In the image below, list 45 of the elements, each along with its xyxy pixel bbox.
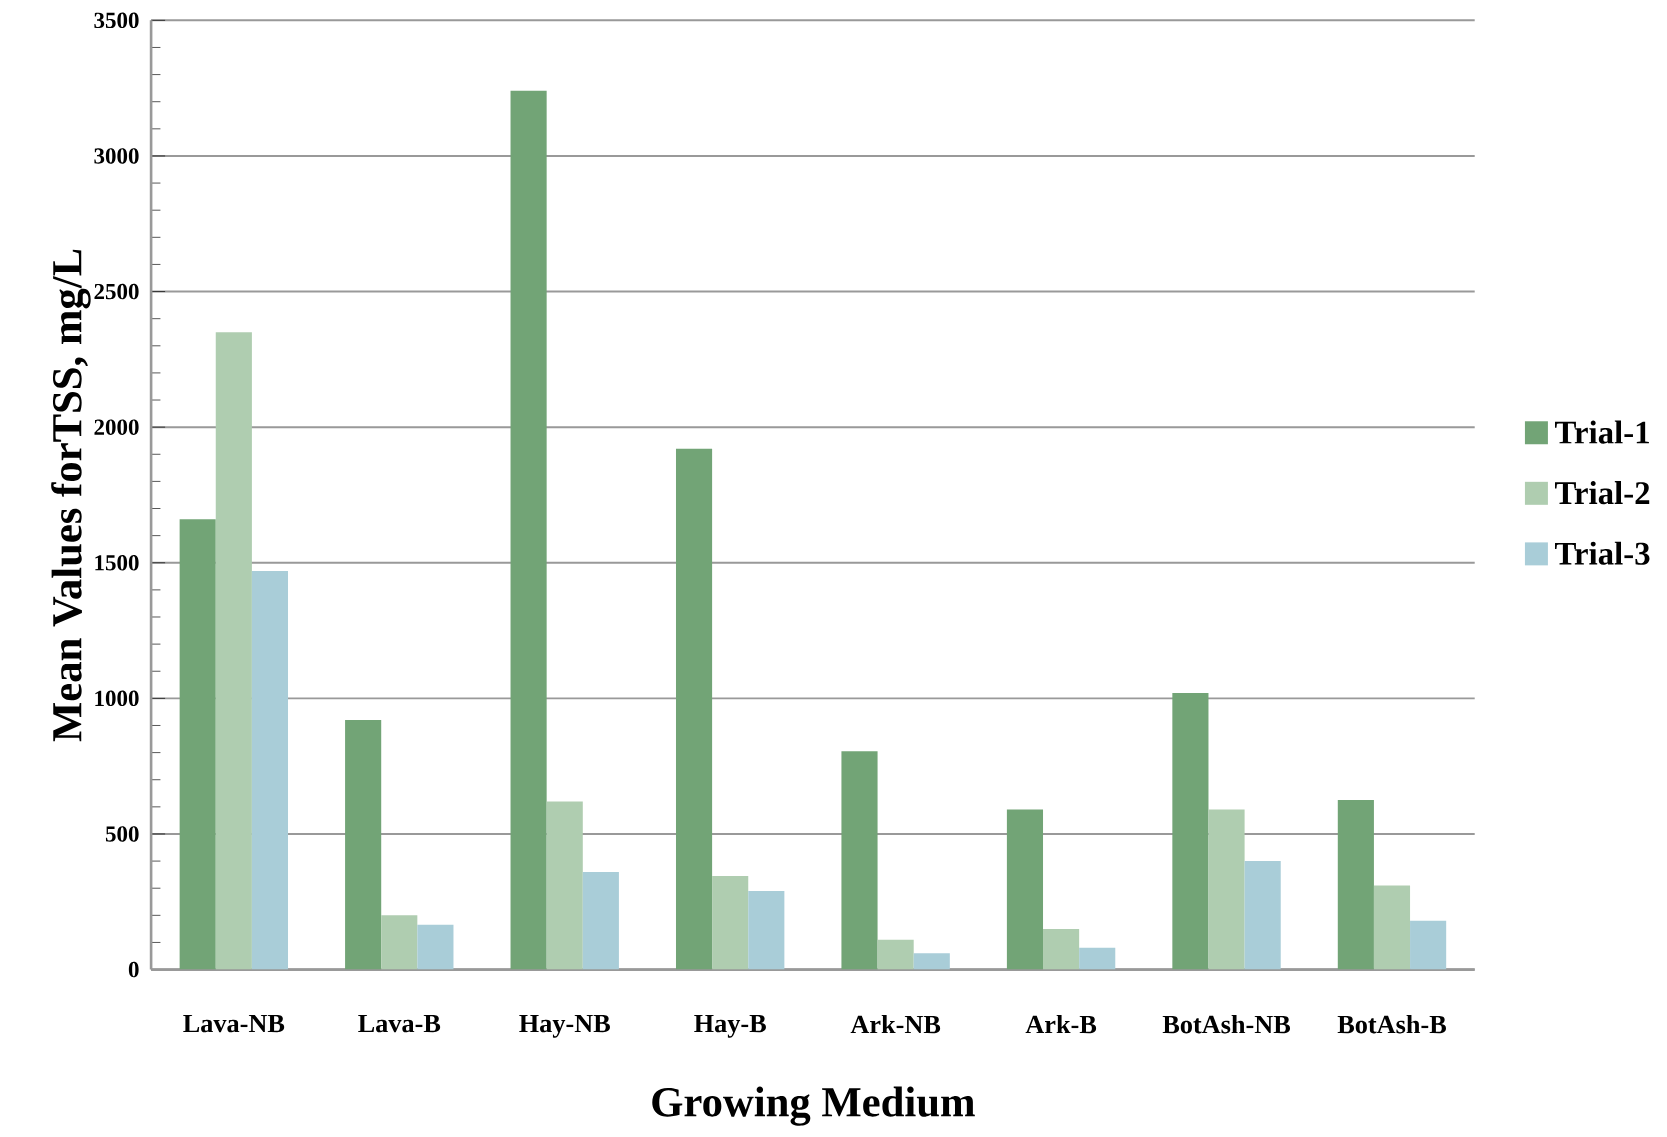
bar xyxy=(748,891,785,970)
bar xyxy=(675,449,713,970)
bar xyxy=(510,91,547,970)
x-tick-label: Hay-B xyxy=(694,1015,766,1038)
bar xyxy=(877,939,914,970)
bar xyxy=(1006,809,1044,970)
y-tick-label: 0 xyxy=(128,962,139,978)
bar xyxy=(1043,929,1080,970)
x-tick-label: BotAsh-NB xyxy=(1162,1015,1291,1034)
y-tick-label: 3500 xyxy=(94,12,139,29)
bar xyxy=(546,801,583,970)
bar xyxy=(712,876,749,970)
y-tick-label: 1000 xyxy=(95,690,139,707)
bar xyxy=(215,332,252,970)
y-tick-label: 2500 xyxy=(94,283,139,300)
legend-label: Trial-3 xyxy=(1555,541,1650,565)
y-tick-label: 3000 xyxy=(94,148,139,164)
bar xyxy=(1410,920,1447,970)
bar xyxy=(1172,693,1209,970)
bar xyxy=(345,720,382,970)
x-tick-label: Lava-B xyxy=(358,1015,441,1033)
y-tick-label: 2000 xyxy=(94,419,139,436)
x-tick-label: Hay-NB xyxy=(519,1015,610,1038)
y-tick-label: 500 xyxy=(105,826,139,842)
bar xyxy=(1244,861,1281,970)
y-tick-label: 1500 xyxy=(95,555,139,571)
bar xyxy=(179,519,216,970)
bar xyxy=(381,915,418,970)
bar xyxy=(1208,809,1245,970)
x-tick-label: Lava-NB xyxy=(183,1015,285,1033)
bar xyxy=(1337,800,1374,970)
x-tick-label: BotAsh-B xyxy=(1337,1015,1446,1034)
bar xyxy=(417,925,454,970)
y-axis-title: Mean Values forTSS, mg/L xyxy=(51,249,91,742)
bar xyxy=(1373,885,1411,970)
bar xyxy=(913,953,950,970)
legend-label: Trial-2 xyxy=(1555,481,1650,505)
x-tick-label: Ark-B xyxy=(1025,1015,1097,1034)
bar xyxy=(841,751,878,970)
legend-label: Trial-1 xyxy=(1555,420,1649,444)
x-tick-label: Ark-NB xyxy=(850,1015,941,1034)
bar xyxy=(251,571,289,970)
bar xyxy=(1079,948,1116,970)
x-axis-title: Growing Medium xyxy=(652,1086,975,1126)
bar xyxy=(582,872,619,970)
